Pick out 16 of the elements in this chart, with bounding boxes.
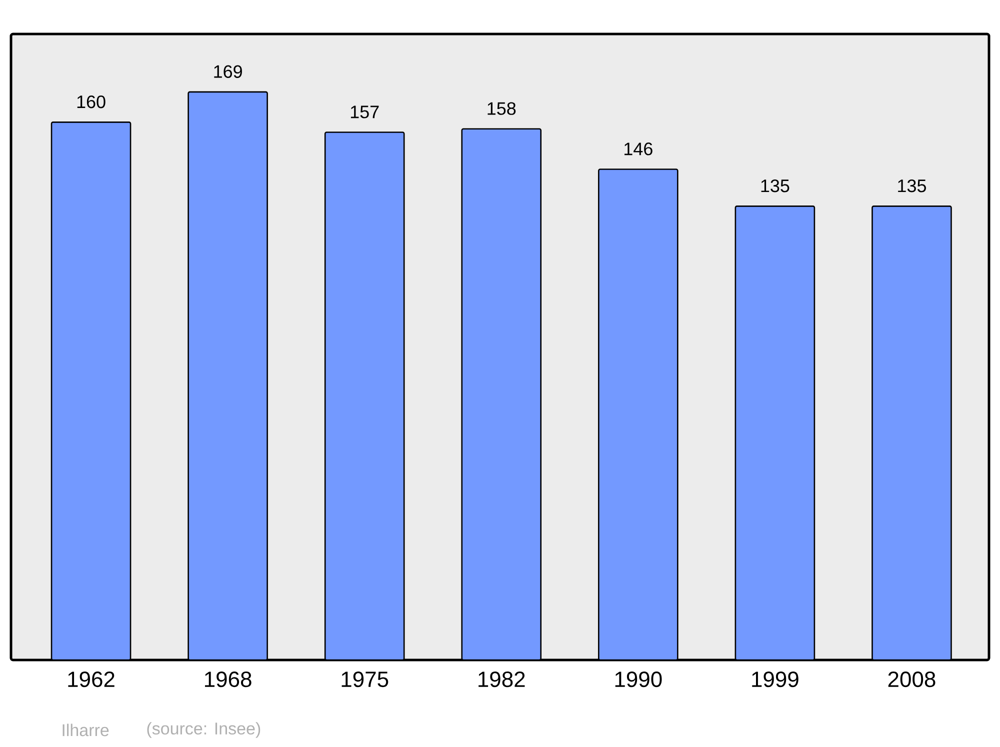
data-label: 146 — [624, 142, 652, 156]
x-tick-label: 1975 — [342, 672, 388, 688]
x-tick-label: 1990 — [615, 672, 662, 688]
data-label: 135 — [898, 180, 926, 192]
data-label: 157 — [350, 106, 379, 118]
text: (source: Insee) — [147, 722, 260, 738]
x-tick-label: 1999 — [752, 672, 798, 688]
text: Ilharre — [62, 724, 109, 736]
data-label: 169 — [214, 65, 242, 78]
x-tick-label: 2008 — [888, 672, 936, 688]
x-tick-label: 1982 — [478, 672, 525, 688]
data-label: 160 — [77, 95, 106, 108]
data-label: 135 — [761, 180, 790, 192]
data-label: 158 — [488, 102, 516, 115]
x-tick-label: 1962 — [68, 672, 114, 688]
x-tick-label: 1968 — [205, 672, 252, 688]
